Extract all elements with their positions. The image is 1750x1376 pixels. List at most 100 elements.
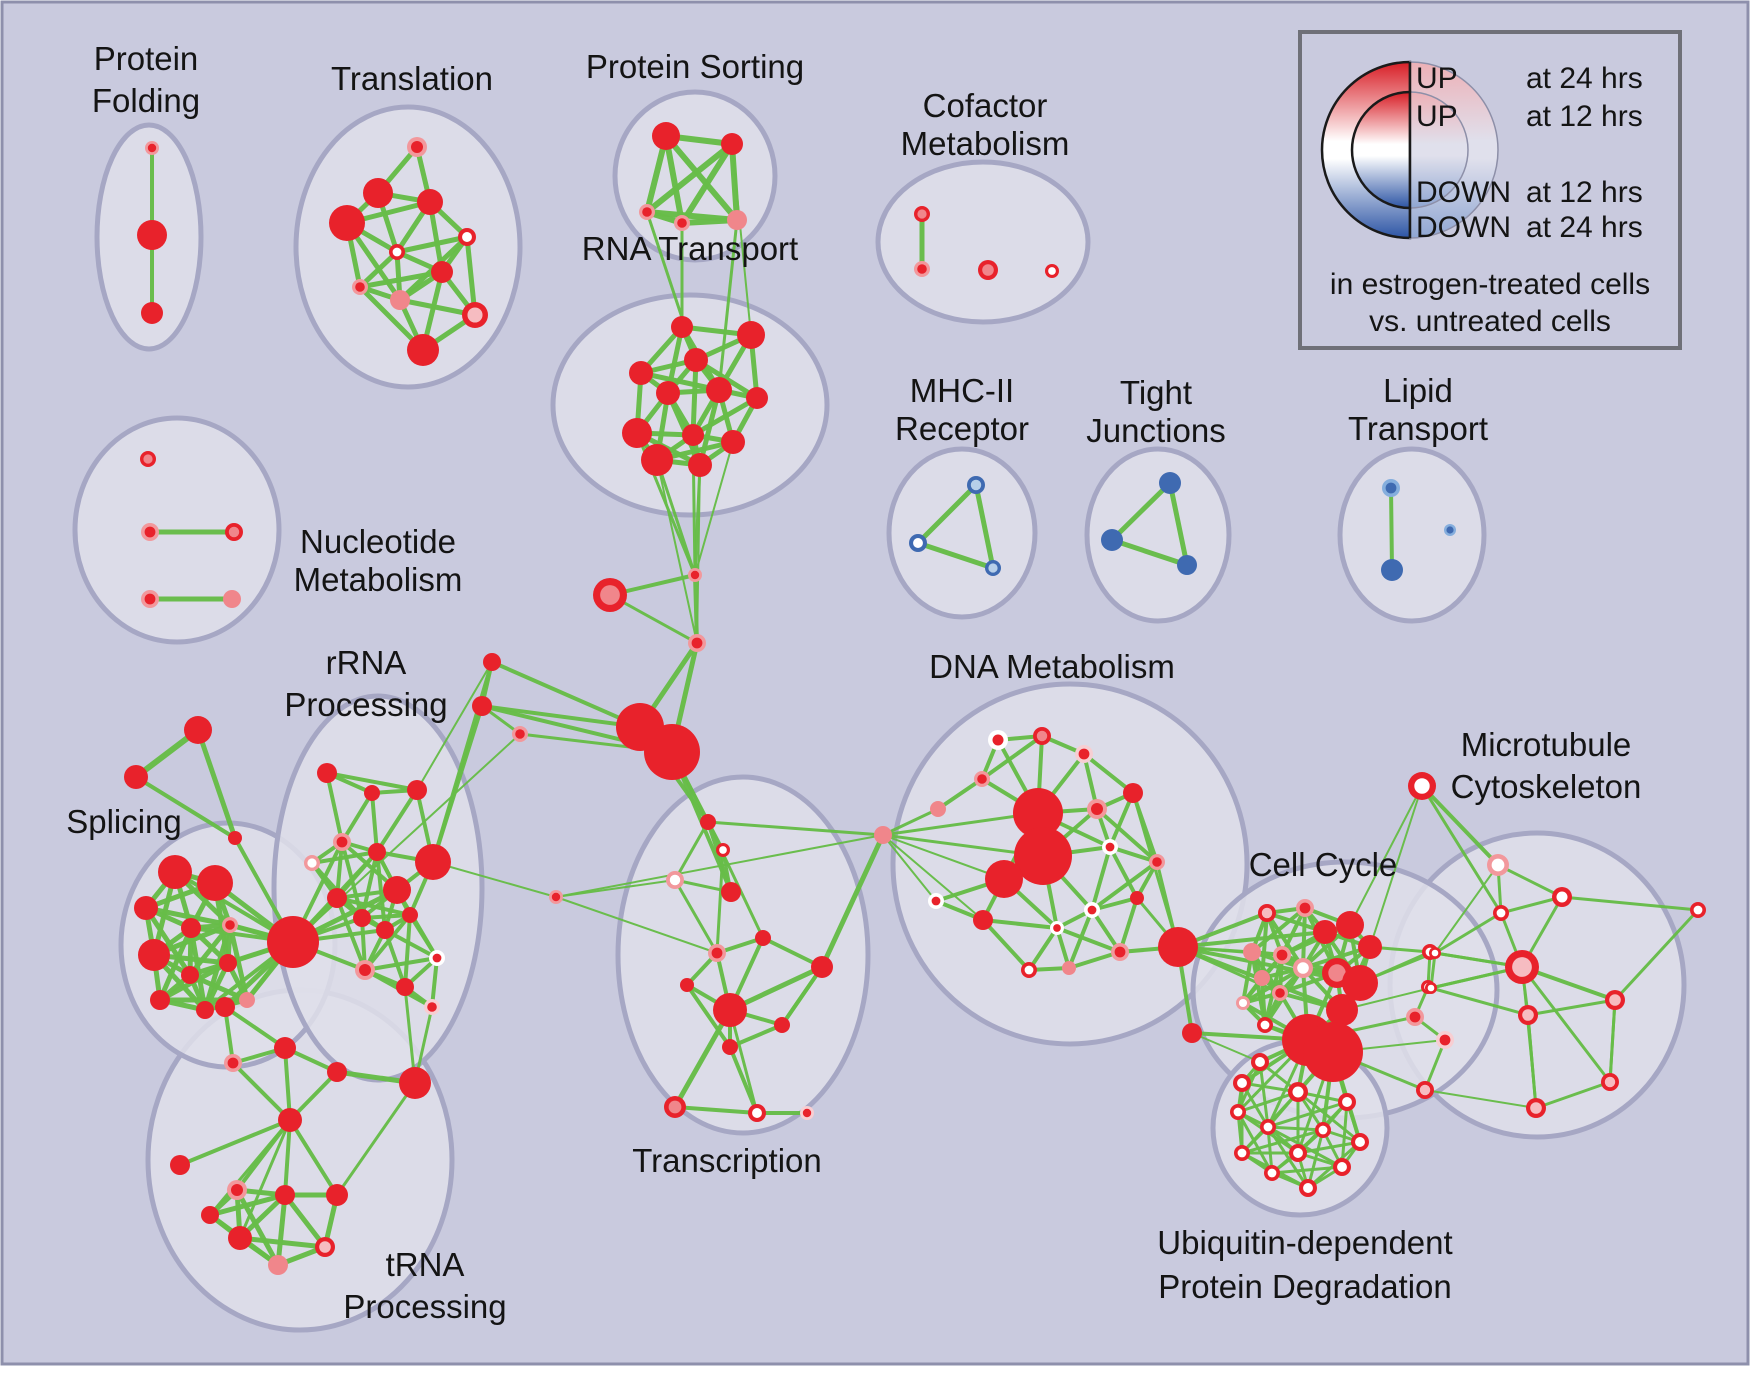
network-edge bbox=[1167, 480, 1190, 568]
legend-row-1-time: at 12 hrs bbox=[1526, 100, 1643, 133]
network-node bbox=[150, 990, 170, 1010]
network-node bbox=[684, 348, 708, 372]
network-node bbox=[317, 763, 337, 783]
network-edge bbox=[1349, 785, 1423, 926]
network-edge bbox=[728, 1045, 759, 1115]
network-node bbox=[1177, 555, 1197, 575]
network-edge bbox=[1520, 965, 1612, 1084]
network-edge bbox=[1108, 845, 1159, 864]
network-edge bbox=[690, 395, 760, 438]
network-edge bbox=[1420, 784, 1500, 867]
network-node-core bbox=[677, 218, 687, 228]
network-node-core bbox=[551, 892, 561, 902]
cluster-label-lipid-transport: Lipid Transport bbox=[1348, 372, 1488, 447]
network-node bbox=[1313, 920, 1337, 944]
network-edge bbox=[207, 1192, 288, 1218]
network-edge bbox=[1521, 966, 1537, 1109]
network-node bbox=[930, 801, 946, 817]
network-edge bbox=[715, 848, 725, 955]
cluster-label-translation: Translation bbox=[331, 60, 493, 97]
network-edge bbox=[431, 704, 484, 864]
cluster-label-mhc-ii-receptor: MHC-II Receptor bbox=[895, 372, 1029, 447]
network-edge bbox=[223, 1005, 287, 1050]
network-edge bbox=[780, 965, 824, 1027]
network-edge bbox=[357, 249, 400, 290]
network-node bbox=[1130, 891, 1144, 905]
cluster-ellipse-cofactor-metabolism bbox=[875, 159, 1091, 325]
network-node bbox=[364, 785, 380, 801]
network-node-core bbox=[1263, 1122, 1273, 1132]
network-node bbox=[1013, 788, 1063, 838]
legend-row-0-time: at 24 hrs bbox=[1526, 62, 1643, 95]
network-edge bbox=[555, 834, 884, 898]
network-node-core bbox=[1152, 857, 1162, 867]
network-edge bbox=[819, 832, 886, 970]
network-edge bbox=[403, 913, 412, 989]
network-node bbox=[201, 1206, 219, 1224]
network-node-core bbox=[977, 774, 987, 784]
network-node-core bbox=[432, 953, 442, 963]
network-node bbox=[641, 444, 673, 476]
network-node bbox=[1101, 529, 1123, 551]
network-edge bbox=[375, 788, 419, 854]
network-node-core bbox=[467, 307, 483, 323]
network-node-core bbox=[1114, 946, 1126, 958]
network-node-core bbox=[1556, 891, 1568, 903]
network-node-core bbox=[913, 538, 923, 548]
cluster-label-rrna-processing: rRNA Processing bbox=[284, 644, 447, 723]
network-edge bbox=[1613, 908, 1700, 1002]
network-edge bbox=[693, 573, 699, 645]
network-edge bbox=[663, 133, 685, 226]
network-node bbox=[267, 916, 319, 968]
network-edge bbox=[1109, 537, 1190, 568]
network-node-core bbox=[1237, 1078, 1247, 1088]
network-node bbox=[1303, 1022, 1363, 1082]
network-edge bbox=[403, 985, 417, 1085]
network-node-core bbox=[1053, 924, 1061, 932]
network-edge bbox=[882, 834, 1005, 880]
network-node-core bbox=[1414, 778, 1430, 794]
legend-row-0-level: UP bbox=[1416, 62, 1458, 95]
network-node bbox=[1243, 943, 1261, 961]
network-edge bbox=[1055, 926, 1122, 954]
network-node bbox=[170, 1155, 190, 1175]
network-node bbox=[197, 865, 233, 901]
network-node bbox=[721, 882, 741, 902]
legend-row-2-level: DOWN bbox=[1416, 176, 1511, 209]
network-node bbox=[688, 453, 712, 477]
network-node-core bbox=[1237, 1148, 1247, 1158]
network-node bbox=[1254, 970, 1270, 986]
network-node-core bbox=[1267, 1168, 1277, 1178]
network-node-core bbox=[970, 479, 982, 491]
network-node-core bbox=[711, 947, 723, 959]
network-node-core bbox=[427, 1002, 437, 1012]
network-node bbox=[973, 910, 993, 930]
network-edge bbox=[656, 459, 698, 644]
network-node-core bbox=[392, 247, 402, 257]
network-node bbox=[1123, 783, 1143, 803]
network-node bbox=[722, 1039, 738, 1055]
network-edge bbox=[208, 1118, 292, 1217]
network-node bbox=[228, 1226, 252, 1250]
cluster-label-cofactor-metabolism: Cofactor Metabolism bbox=[901, 87, 1070, 162]
network-node bbox=[737, 321, 765, 349]
network-node bbox=[682, 424, 704, 446]
network-node bbox=[223, 590, 241, 608]
network-node bbox=[1159, 472, 1181, 494]
nodes-layer bbox=[124, 122, 1706, 1275]
network-node bbox=[874, 826, 892, 844]
cluster-label-protein-sorting: Protein Sorting bbox=[586, 48, 804, 85]
network-node bbox=[774, 1017, 790, 1033]
network-edge bbox=[1109, 480, 1173, 543]
network-edge bbox=[706, 820, 765, 940]
network-node bbox=[184, 716, 212, 744]
network-node bbox=[396, 978, 414, 996]
network-edge bbox=[706, 820, 733, 894]
network-node bbox=[196, 1001, 214, 1019]
network-node-core bbox=[719, 846, 727, 854]
network-edge bbox=[1296, 1090, 1362, 1144]
network-node-core bbox=[1292, 1086, 1304, 1098]
network-node-core bbox=[1036, 730, 1048, 742]
